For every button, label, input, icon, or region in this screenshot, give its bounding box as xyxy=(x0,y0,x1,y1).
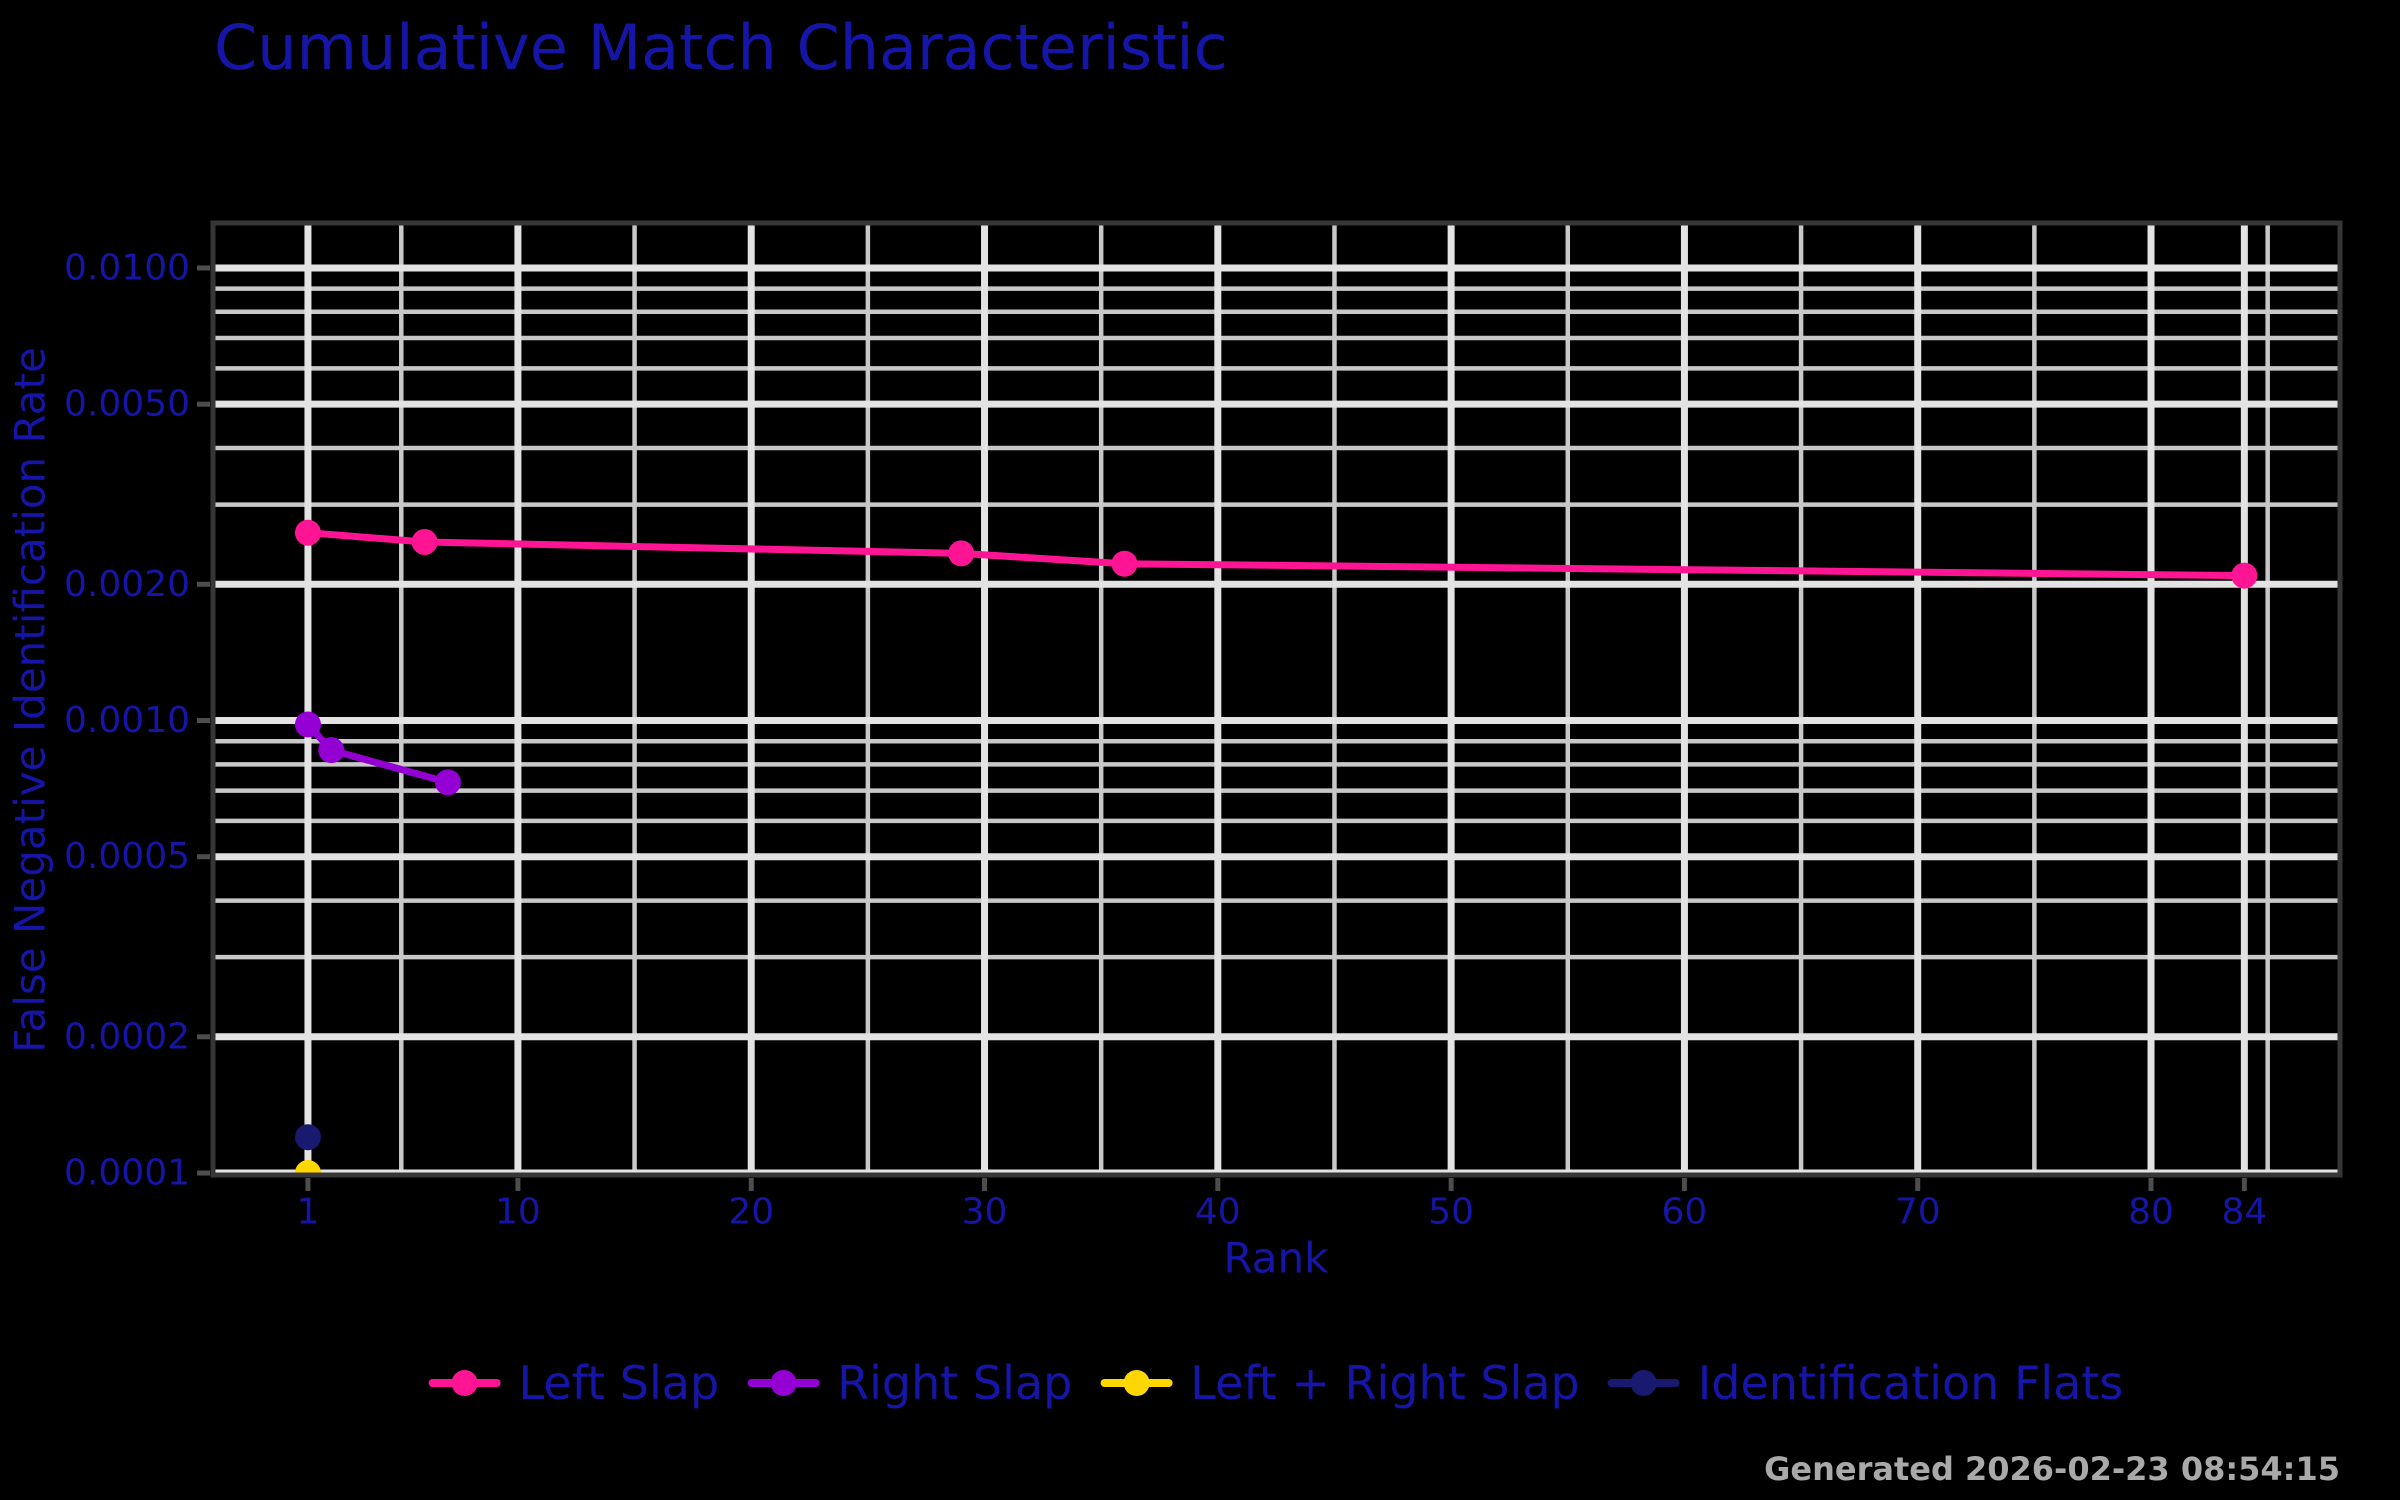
y-tick-label-0.0002: 0.0002 xyxy=(64,1016,190,1057)
y-axis-label: False Negative Identification Rate xyxy=(5,347,55,1053)
data-point-right-slap xyxy=(434,769,461,796)
x-tick-label-60: 60 xyxy=(1662,1192,1708,1233)
legend-label: Right Slap xyxy=(837,1356,1073,1410)
x-tick-label-20: 20 xyxy=(728,1192,774,1233)
legend-item-left-slap: Left Slap xyxy=(428,1356,720,1410)
y-tick-label-0.0005: 0.0005 xyxy=(64,836,190,877)
data-point-identification-flats xyxy=(294,1124,321,1151)
data-point-left-slap xyxy=(294,519,321,546)
y-tick-label-0.0050: 0.0050 xyxy=(64,384,190,425)
y-tick-label-0.0001: 0.0001 xyxy=(64,1153,190,1194)
legend: Left Slap Right Slap Left + Right Slap Iden… xyxy=(428,1356,2124,1410)
x-axis-label: Rank xyxy=(1223,1233,1329,1283)
legend-dot-swatch xyxy=(1123,1370,1150,1396)
grid-minor xyxy=(213,223,2340,1175)
data-point-left-slap xyxy=(2231,562,2258,589)
tick-marks xyxy=(197,265,2247,1191)
y-tick-label-0.0020: 0.0020 xyxy=(64,564,190,605)
legend-marker-left-slap xyxy=(428,1368,501,1398)
x-tick-label-84: 84 xyxy=(2221,1192,2267,1233)
y-tick-label-0.0100: 0.0100 xyxy=(64,247,190,288)
legend-marker-left-right-slap xyxy=(1100,1368,1173,1398)
y-tick-label-0.0010: 0.0010 xyxy=(64,700,190,741)
legend-marker-right-slap xyxy=(747,1368,820,1398)
series-line-left-slap xyxy=(304,529,2248,580)
chart-title: Cumulative Match Characteristic xyxy=(214,11,1228,84)
series-group xyxy=(294,519,2258,1175)
x-tick-label-30: 30 xyxy=(962,1192,1008,1233)
data-point-left-slap xyxy=(948,540,975,567)
data-point-right-slap xyxy=(318,737,345,764)
data-point-left-right-slap xyxy=(294,1160,321,1175)
generated-timestamp: Generated 2026-02-23 08:54:15 xyxy=(1764,1450,2340,1488)
legend-item-identification-flats: Identification Flats xyxy=(1607,1356,2124,1410)
data-point-right-slap xyxy=(294,711,321,738)
legend-marker-identification-flats xyxy=(1607,1368,1680,1398)
x-tick-label-10: 10 xyxy=(495,1192,541,1233)
legend-dot-swatch xyxy=(770,1370,797,1396)
data-point-left-slap xyxy=(411,528,438,555)
legend-label: Identification Flats xyxy=(1697,1356,2124,1410)
legend-label: Left + Right Slap xyxy=(1190,1356,1580,1410)
legend-item-left-right-slap: Left + Right Slap xyxy=(1100,1356,1580,1410)
legend-label: Left Slap xyxy=(518,1356,720,1410)
x-tick-label-80: 80 xyxy=(2128,1192,2174,1233)
x-tick-label-50: 50 xyxy=(1428,1192,1474,1233)
legend-item-right-slap: Right Slap xyxy=(747,1356,1072,1410)
x-tick-label-1: 1 xyxy=(297,1192,320,1233)
x-tick-label-40: 40 xyxy=(1195,1192,1241,1233)
plot-border xyxy=(210,220,2343,1178)
grid-major xyxy=(213,223,2340,1177)
x-tick-label-70: 70 xyxy=(1895,1192,1941,1233)
data-point-left-slap xyxy=(1111,550,1138,577)
legend-dot-swatch xyxy=(451,1370,478,1396)
legend-dot-swatch xyxy=(1630,1370,1657,1396)
